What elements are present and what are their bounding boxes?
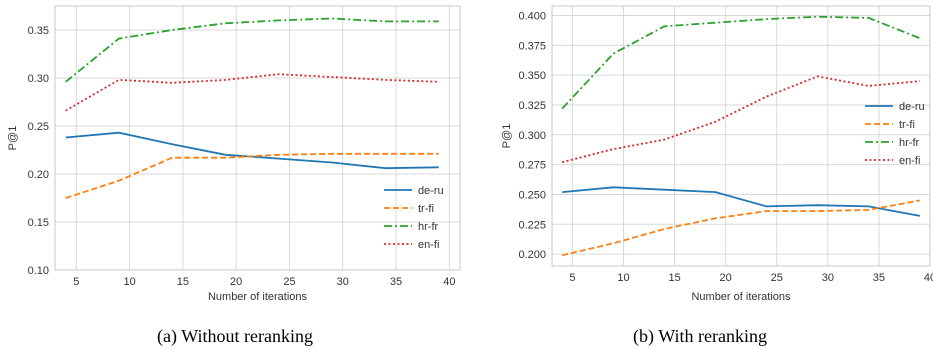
series-line-tr-fi: [65, 152, 439, 199]
x-tick-label: 40: [443, 276, 455, 288]
legend-label-tr-fi: tr-fi: [899, 119, 915, 131]
x-tick-label: 20: [720, 272, 732, 284]
x-tick-label: 5: [73, 276, 79, 288]
series-line-de-ru: [562, 186, 920, 217]
x-tick-label: 30: [822, 272, 834, 284]
series-line-en-fi: [561, 75, 920, 164]
series-line-tr-fi: [561, 199, 920, 257]
x-tick-label: 30: [337, 276, 349, 288]
y-axis-label: P@1: [7, 126, 19, 151]
y-tick-label: 0.250: [518, 189, 546, 201]
x-tick-label: 35: [873, 272, 885, 284]
series-line-hr-fr: [561, 15, 921, 110]
y-tick-label: 0.375: [518, 40, 546, 52]
x-tick-label: 20: [230, 276, 242, 288]
y-tick-label: 0.35: [28, 25, 49, 37]
x-tick-label: 10: [123, 276, 135, 288]
y-tick-label: 0.300: [518, 130, 546, 142]
caption-a: (a) Without reranking: [157, 326, 313, 346]
legend: de-ru tr-fi hr-fr en-fi: [865, 101, 925, 167]
legend-label-tr-fi: tr-fi: [418, 203, 434, 215]
chart-without-reranking: 5 10 15 20 25 30 35 40 0.10 0.15 0.20 0.25 0.30 0.35 N…: [7, 5, 461, 303]
y-tick-label: 0.15: [28, 217, 49, 229]
legend-label-en-fi: en-fi: [899, 155, 920, 167]
plot-frame: [551, 5, 931, 267]
x-tick-label: 15: [668, 272, 680, 284]
plot-frame: [54, 5, 461, 271]
y-tick-label: 0.25: [28, 121, 49, 133]
legend-label-hr-fr: hr-fr: [899, 137, 920, 149]
chart-with-reranking: 5 10 15 20 25 30 35 40 0.200 0.225 0.250 0.275 0.300…: [501, 5, 933, 303]
x-axis-label: Number of iterations: [208, 291, 308, 303]
x-tick-label: 5: [569, 272, 575, 284]
y-tick-label: 0.200: [518, 249, 546, 261]
legend-label-de-ru: de-ru: [418, 185, 444, 197]
legend-label-en-fi: en-fi: [418, 239, 439, 251]
legend: de-ru tr-fi hr-fr en-fi: [384, 185, 444, 251]
x-tick-label: 10: [617, 272, 629, 284]
series-line-de-ru: [65, 131, 439, 170]
x-tick-label: 15: [177, 276, 189, 288]
caption-b: (b) With reranking: [633, 326, 767, 346]
y-tick-label: 0.275: [518, 160, 546, 172]
legend-label-de-ru: de-ru: [899, 101, 925, 113]
y-tick-label: 0.30: [28, 73, 49, 85]
y-axis-label: P@1: [501, 124, 513, 149]
x-axis-label: Number of iterations: [691, 291, 791, 303]
y-tick-label: 0.350: [518, 70, 546, 82]
y-tick-label: 0.325: [518, 100, 546, 112]
chart-panel-without-reranking: 5 10 15 20 25 30 35 40 0.10 0.15 0.20 0.25 0.30 0.35 N…: [0, 0, 470, 320]
series-line-hr-fr: [65, 17, 439, 83]
x-tick-label: 25: [771, 272, 783, 284]
legend-label-hr-fr: hr-fr: [418, 221, 439, 233]
x-tick-label: 25: [283, 276, 295, 288]
chart-panel-with-reranking: 5 10 15 20 25 30 35 40 0.200 0.225 0.250 0.275 0.300…: [470, 0, 933, 320]
series-line-en-fi: [65, 73, 439, 112]
x-tick-label: 40: [924, 272, 933, 284]
y-tick-label: 0.225: [518, 219, 546, 231]
y-tick-label: 0.10: [28, 265, 49, 277]
y-tick-label: 0.20: [28, 169, 49, 181]
x-tick-label: 35: [390, 276, 402, 288]
y-tick-label: 0.400: [518, 11, 546, 23]
